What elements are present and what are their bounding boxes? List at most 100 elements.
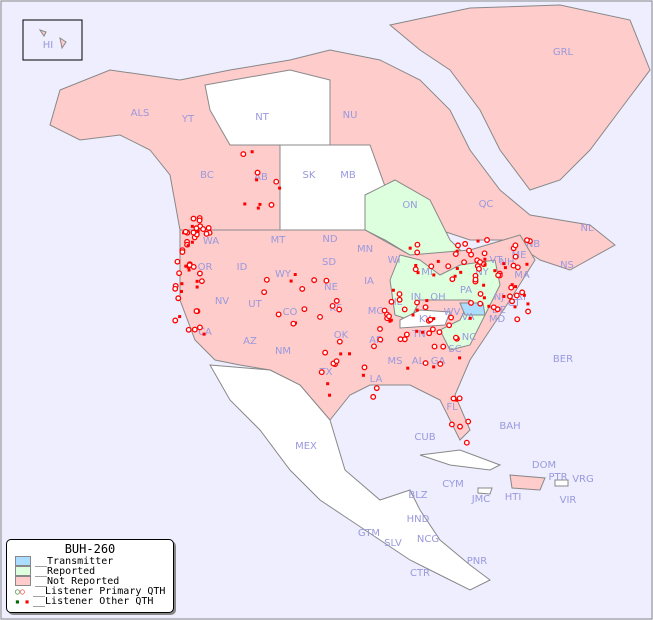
region-label-mex: MEX (295, 441, 317, 452)
region-label-sc: SC (448, 344, 461, 355)
listener-other-qth (180, 282, 184, 286)
listener-other-qth (328, 393, 332, 397)
region-reported-states (389, 254, 501, 351)
listener-other-qth (468, 316, 472, 320)
listener-other-qth (526, 302, 530, 306)
listener-primary-qth (403, 331, 410, 338)
region-label-nm: NM (275, 346, 291, 357)
listener-primary-qth (448, 421, 455, 428)
listener-other-qth (389, 318, 393, 322)
listener-primary-qth (191, 326, 198, 333)
listener-primary-qth (203, 230, 210, 237)
listener-other-qth (196, 229, 200, 233)
region-label-tx: TX (319, 367, 333, 378)
listener-other-qth (243, 202, 247, 206)
listener-primary-qth (397, 336, 404, 343)
region-label-ky: KY (419, 314, 432, 325)
legend-item-other-qth: ▪ ▪ __Listener Other QTH (7, 596, 173, 607)
listener-primary-qth (414, 249, 421, 256)
listener-primary-qth (311, 277, 318, 284)
listener-primary-qth (514, 316, 521, 323)
listener-primary-qth (290, 320, 297, 327)
listener-other-qth (339, 352, 343, 356)
listener-primary-qth (481, 250, 488, 257)
listener-other-qth (482, 296, 486, 300)
listener-other-qth (408, 246, 412, 250)
listener-primary-qth (506, 293, 513, 300)
region-label-ut: UT (248, 299, 262, 310)
listener-primary-qth (386, 313, 392, 320)
region-label-grl: GRL (553, 47, 574, 58)
listener-primary-qth (268, 201, 275, 208)
region-label-nc: NC (462, 332, 476, 343)
listener-primary-qth (427, 316, 434, 323)
legend-item-primary-qth: ○○ __Listener Primary QTH (7, 586, 173, 597)
region-label-ms: MS (388, 356, 403, 367)
listener-primary-qth (452, 334, 459, 341)
listener-other-qth (256, 206, 260, 210)
listener-primary-qth (396, 296, 403, 303)
listener-primary-qth (196, 270, 203, 277)
listener-other-qth (415, 308, 419, 312)
listener-other-qth (190, 240, 194, 244)
region-label-nd: ND (322, 234, 337, 245)
listener-other-qth (255, 178, 259, 182)
listener-other-qth (458, 356, 462, 360)
listener-other-qth (459, 270, 463, 274)
region-label-jmc: JMC (471, 494, 491, 505)
listener-other-qth (455, 267, 459, 271)
region-label-ny: NY (475, 267, 489, 278)
region-label-mn: MN (357, 244, 373, 255)
region-label-blz: BLZ (408, 490, 427, 501)
listener-primary-qth (461, 259, 468, 266)
region-label-nl: NL (580, 223, 593, 234)
region-hispaniola (509, 474, 546, 491)
region-label-tn: TN (411, 329, 426, 340)
listener-other-qth (184, 264, 188, 268)
region-label-bc: BC (200, 170, 214, 181)
region-jamaica (477, 487, 493, 495)
transmitter-swatch (15, 556, 31, 566)
listener-primary-qth (182, 228, 189, 235)
region-label-yt: YT (181, 114, 195, 125)
region-label-als: ALS (131, 108, 150, 119)
listener-primary-qth (263, 276, 270, 283)
region-label-qc: QC (479, 199, 494, 210)
listener-primary-qth (172, 285, 179, 292)
listener-other-qth (510, 283, 514, 287)
listener-primary-qth (512, 242, 519, 249)
region-label-sk: SK (303, 170, 316, 181)
region-label-mi: MI (421, 267, 433, 278)
region-label-vir: VIR (560, 495, 577, 506)
listener-primary-qth (426, 330, 433, 337)
listener-primary-qth (513, 292, 520, 299)
listener-primary-qth (472, 276, 479, 283)
region-label-ns: NS (560, 260, 574, 271)
region-label-cym: CYM (442, 479, 464, 490)
listener-primary-qth (370, 393, 377, 400)
region-label-nh: NH (500, 257, 515, 268)
region-label-al: AL (412, 356, 425, 367)
listener-primary-qth (422, 304, 429, 311)
legend-item-reported: __Reported (7, 566, 173, 577)
region-label-ab: AB (254, 172, 268, 183)
listener-primary-qth (463, 439, 470, 446)
listener-primary-qth (431, 343, 438, 350)
listener-primary-qth (475, 265, 482, 272)
listener-primary-qth (176, 270, 183, 277)
listener-primary-qth (477, 259, 483, 265)
listener-primary-qth (525, 308, 532, 315)
listener-primary-qth (175, 295, 182, 302)
listener-primary-qth (336, 338, 343, 345)
listener-other-qth (483, 257, 487, 261)
listener-primary-qth (512, 253, 519, 260)
listener-other-qth (522, 293, 526, 297)
listener-other-qth (482, 283, 486, 287)
listener-primary-qth (495, 272, 502, 279)
listener-other-qth (293, 273, 297, 277)
region-label-on: ON (402, 200, 417, 211)
listener-primary-qth (185, 326, 192, 333)
listener-primary-qth (377, 326, 383, 332)
region-label-wa: WA (203, 236, 219, 247)
